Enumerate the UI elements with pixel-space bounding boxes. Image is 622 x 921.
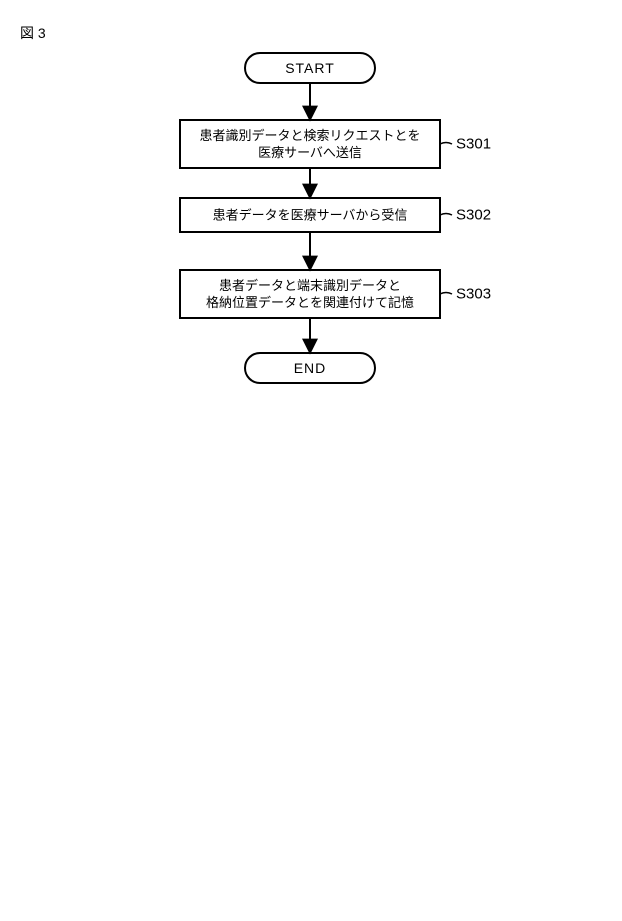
process-step-s303: 患者データと端末識別データと格納位置データとを関連付けて記憶 S303 (180, 270, 491, 318)
process-text: 患者データを医療サーバから受信 (213, 207, 408, 222)
start-terminal: START (245, 53, 375, 83)
step-label: S302 (456, 207, 491, 224)
flowchart: 図 3 START 患者識別データと検索リクエストとを医療サーバへ送信 S301 患者デ… (0, 0, 622, 921)
process-text: 患者データと端末識別データと (219, 278, 401, 293)
process-step-s301: 患者識別データと検索リクエストとを医療サーバへ送信 S301 (180, 120, 491, 168)
figure-label: 図 3 (20, 25, 46, 41)
process-text: 医療サーバへ送信 (258, 145, 362, 160)
step-label: S301 (456, 136, 491, 153)
process-text: 患者識別データと検索リクエストとを (199, 128, 420, 143)
end-terminal-label: END (294, 360, 327, 376)
step-label: S303 (456, 286, 491, 303)
process-step-s302: 患者データを医療サーバから受信 S302 (180, 198, 491, 232)
start-terminal-label: START (285, 60, 335, 76)
process-text: 格納位置データとを関連付けて記憶 (206, 295, 414, 310)
end-terminal: END (245, 353, 375, 383)
